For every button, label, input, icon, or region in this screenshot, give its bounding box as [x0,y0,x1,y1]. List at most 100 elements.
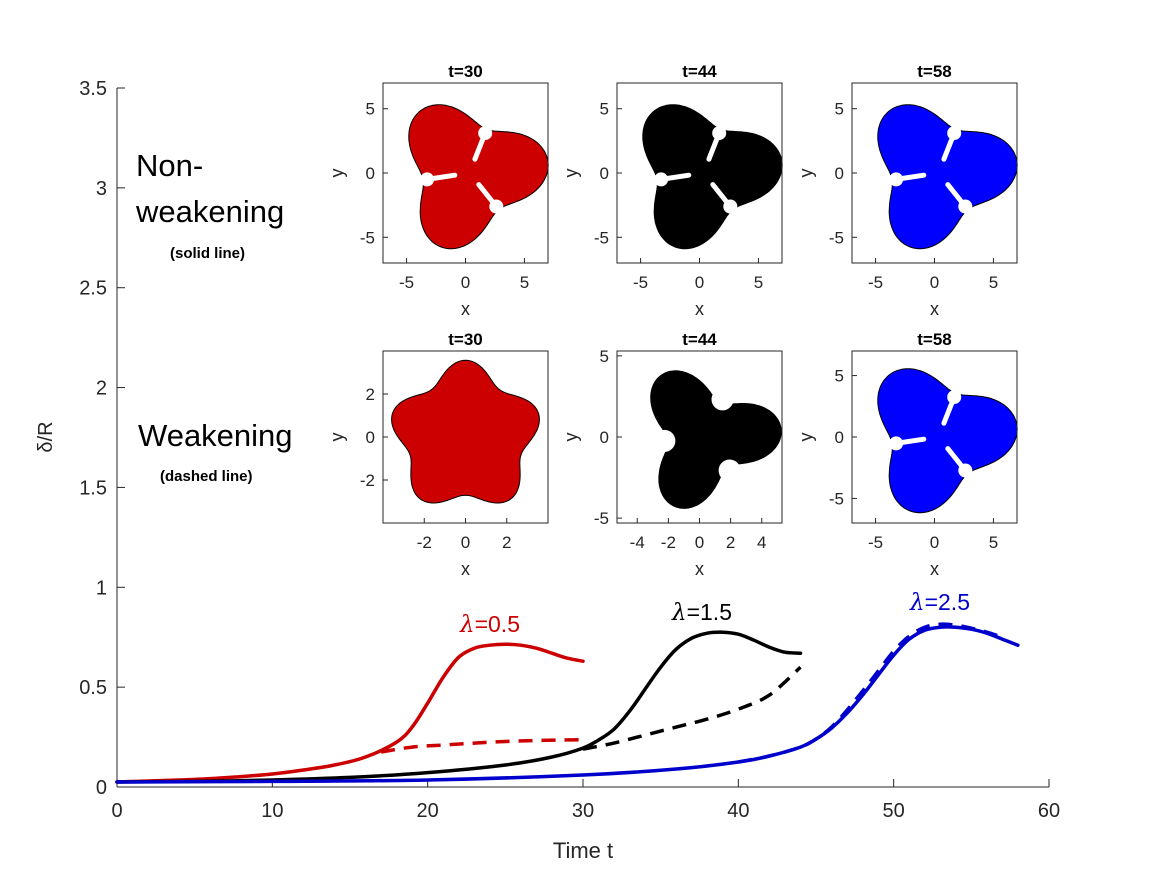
inset-channel-tip [958,463,973,478]
y-tick-label: 1 [96,577,107,599]
x-tick-label: 30 [572,800,594,822]
series-layer [115,622,1020,784]
series-line-solid-lambda-1.5 [115,630,803,784]
inset-shape [877,104,1018,250]
inset-5: -4 -2 0 2 4 -5 0 5 t=44 x y [561,330,783,579]
inset-channel-tip [723,199,738,214]
inset-x-tick-label: -5 [633,273,648,292]
inset-y-tick-label: 5 [600,100,609,119]
inset-channel-tip [889,172,904,187]
inset-x-tick-label: 0 [695,273,704,292]
inset-y-label: y [561,169,581,178]
y-tick-label: 2 [96,378,107,400]
inset-x-label: x [930,559,939,579]
inset-notch [653,429,676,452]
inset-x-tick-label: -5 [868,273,883,292]
inset-y-tick-label: -5 [594,509,609,528]
inset-title: t=58 [917,62,952,81]
inset-channel-tip [420,172,435,187]
inset-x-tick-label: 5 [989,533,998,552]
inset-x-tick-label: -5 [399,273,414,292]
series-line-dashed-lambda-0.5 [380,737,584,754]
series-line-solid-lambda-2.5 [115,625,1020,784]
inset-title: t=30 [448,62,483,81]
series-line-dashed-lambda-2.5 [737,622,1003,764]
main-axes: 0 10 20 30 40 50 60 00.511.522.533.5 Time t δ/… [35,78,1060,863]
inset-x-tick-label: 0 [930,273,939,292]
inset-x-label: x [461,559,470,579]
inset-channel-tip [712,126,727,141]
inset-y-label: y [561,433,581,442]
inset-x-tick-label: 5 [989,273,998,292]
inset-x-tick-label: 0 [695,533,704,552]
inset-x-tick-label: 5 [520,273,529,292]
inset-channel-tip [654,172,669,187]
lambda-value: =2.5 [925,589,970,615]
inset-x-tick-label: 0 [461,533,470,552]
series-label-lambda-1.5: λ=1.5 [671,599,732,626]
inset-y-tick-label: -5 [594,228,609,247]
inset-x-tick-label: 2 [726,533,735,552]
inset-y-tick-label: 5 [366,100,375,119]
y-tick-label: 1.5 [79,477,107,499]
inset-x-label: x [461,299,470,319]
lambda-symbol: λ [459,612,475,638]
inset-y-tick-label: -5 [829,489,844,508]
nonweakening-note: (solid line) [170,245,245,262]
inset-x-tick-label: -4 [630,533,645,552]
lambda-value: =1.5 [687,599,732,625]
inset-channel-tip [947,126,962,141]
inset-title: t=58 [917,330,952,349]
y-tick-label: 3.5 [79,78,107,100]
inset-y-tick-label: -5 [360,228,375,247]
inset-x-tick-label: -2 [417,533,432,552]
inset-shape [391,359,540,504]
inset-shape [408,104,549,250]
inset-channel-tip [958,199,973,214]
x-tick-label: 20 [417,800,439,822]
y-ticks: 0 0.5 1 1.5 2 2.5 3 3.5 [79,78,125,799]
inset-title: t=44 [682,62,717,81]
inset-x-tick-label: 4 [757,533,766,552]
inset-2: -5 0 5 -5 0 5 t=44 x y [561,62,783,319]
inset-notch [711,388,734,411]
inset-channel-tip [489,199,504,214]
y-tick-label: 0 [96,777,107,799]
x-tick-label: 60 [1038,800,1060,822]
y-tick-label: 2.5 [79,278,107,300]
y-tick-label: 3 [96,178,107,200]
inset-channel-tip [889,436,904,451]
inset-title: t=44 [682,330,717,349]
inset-shape [877,368,1018,514]
y-axis-label: δ/R [35,421,57,452]
x-ticks: 0 10 20 30 40 50 60 [111,779,1060,822]
y-tick-label: 0.5 [79,677,107,699]
series-line-solid-lambda-0.5 [115,642,585,784]
inset-x-tick-label: -5 [868,533,883,552]
x-axis-label: Time t [553,838,613,863]
inset-4: -2 0 2 -2 0 2 t=30 x y [327,330,549,579]
weakening-note: (dashed line) [160,468,253,485]
inset-y-tick-label: 2 [366,385,375,404]
x-tick-label: 40 [727,800,749,822]
insets-layer: -5 0 5 -5 0 5 t=30 x y -5 0 5 -5 0 5 t=44 x y -5 0 5 -5 0 5 t=58… [327,62,1018,579]
inset-3: -5 0 5 -5 0 5 t=58 x y [796,62,1018,319]
inset-y-tick-label: 5 [835,367,844,386]
nonweakening-label-line1: Non- [136,148,203,183]
inset-channel-tip [478,126,493,141]
x-tick-label: 10 [261,800,283,822]
x-tick-label: 50 [883,800,905,822]
inset-y-tick-label: 0 [366,164,375,183]
inset-y-tick-label: 0 [600,164,609,183]
inset-y-tick-label: 0 [366,428,375,447]
inset-y-label: y [796,433,816,442]
inset-x-label: x [930,299,939,319]
series-label-lambda-0.5: λ=0.5 [459,611,520,638]
inset-x-tick-label: 2 [502,533,511,552]
inset-6: -5 0 5 -5 0 5 t=58 x y [796,330,1018,579]
inset-y-tick-label: -2 [360,471,375,490]
inset-x-tick-label: -2 [661,533,676,552]
inset-y-tick-label: -5 [829,228,844,247]
inset-y-tick-label: 0 [600,428,609,447]
